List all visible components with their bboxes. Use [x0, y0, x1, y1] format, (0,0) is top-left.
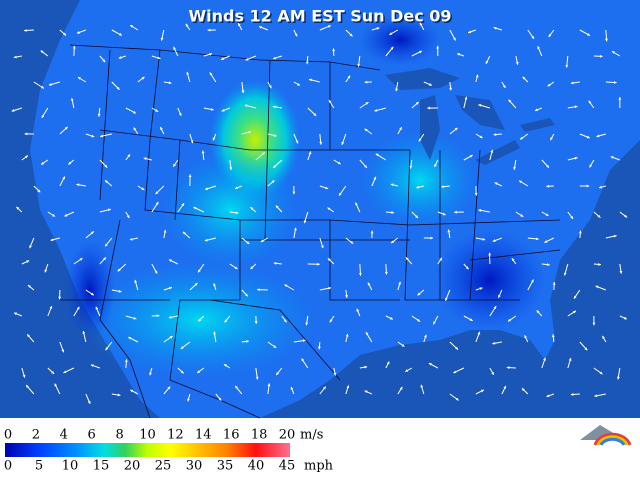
legend-tick: 0 — [4, 428, 12, 443]
legend-tick: 5 — [35, 459, 43, 474]
legend-tick: 16 — [223, 428, 240, 443]
legend-tick: 18 — [251, 428, 268, 443]
legend-unit: mph — [304, 459, 334, 474]
speed-area — [360, 130, 480, 230]
map-title: Winds 12 AM EST Sun Dec 09 — [188, 7, 451, 26]
legend-tick: 10 — [62, 459, 79, 474]
legend-tick: 20 — [124, 459, 141, 474]
legend-tick: 25 — [155, 459, 172, 474]
legend-unit: m/s — [300, 428, 323, 443]
speed-area — [65, 240, 115, 340]
color-scale — [5, 443, 290, 457]
legend-tick: 12 — [167, 428, 184, 443]
legend-tick: 10 — [139, 428, 156, 443]
legend-tick: 8 — [115, 428, 123, 443]
logo — [580, 425, 630, 445]
legend-tick: 35 — [217, 459, 234, 474]
legend-tick: 14 — [195, 428, 212, 443]
legend-tick: 40 — [248, 459, 265, 474]
legend-tick: 20 — [279, 428, 296, 443]
legend-tick: 45 — [279, 459, 296, 474]
legend-tick: 4 — [60, 428, 68, 443]
legend-tick: 0 — [4, 459, 12, 474]
legend-tick: 2 — [32, 428, 40, 443]
legend-tick: 15 — [93, 459, 110, 474]
legend-tick: 30 — [186, 459, 203, 474]
legend-tick: 6 — [88, 428, 96, 443]
